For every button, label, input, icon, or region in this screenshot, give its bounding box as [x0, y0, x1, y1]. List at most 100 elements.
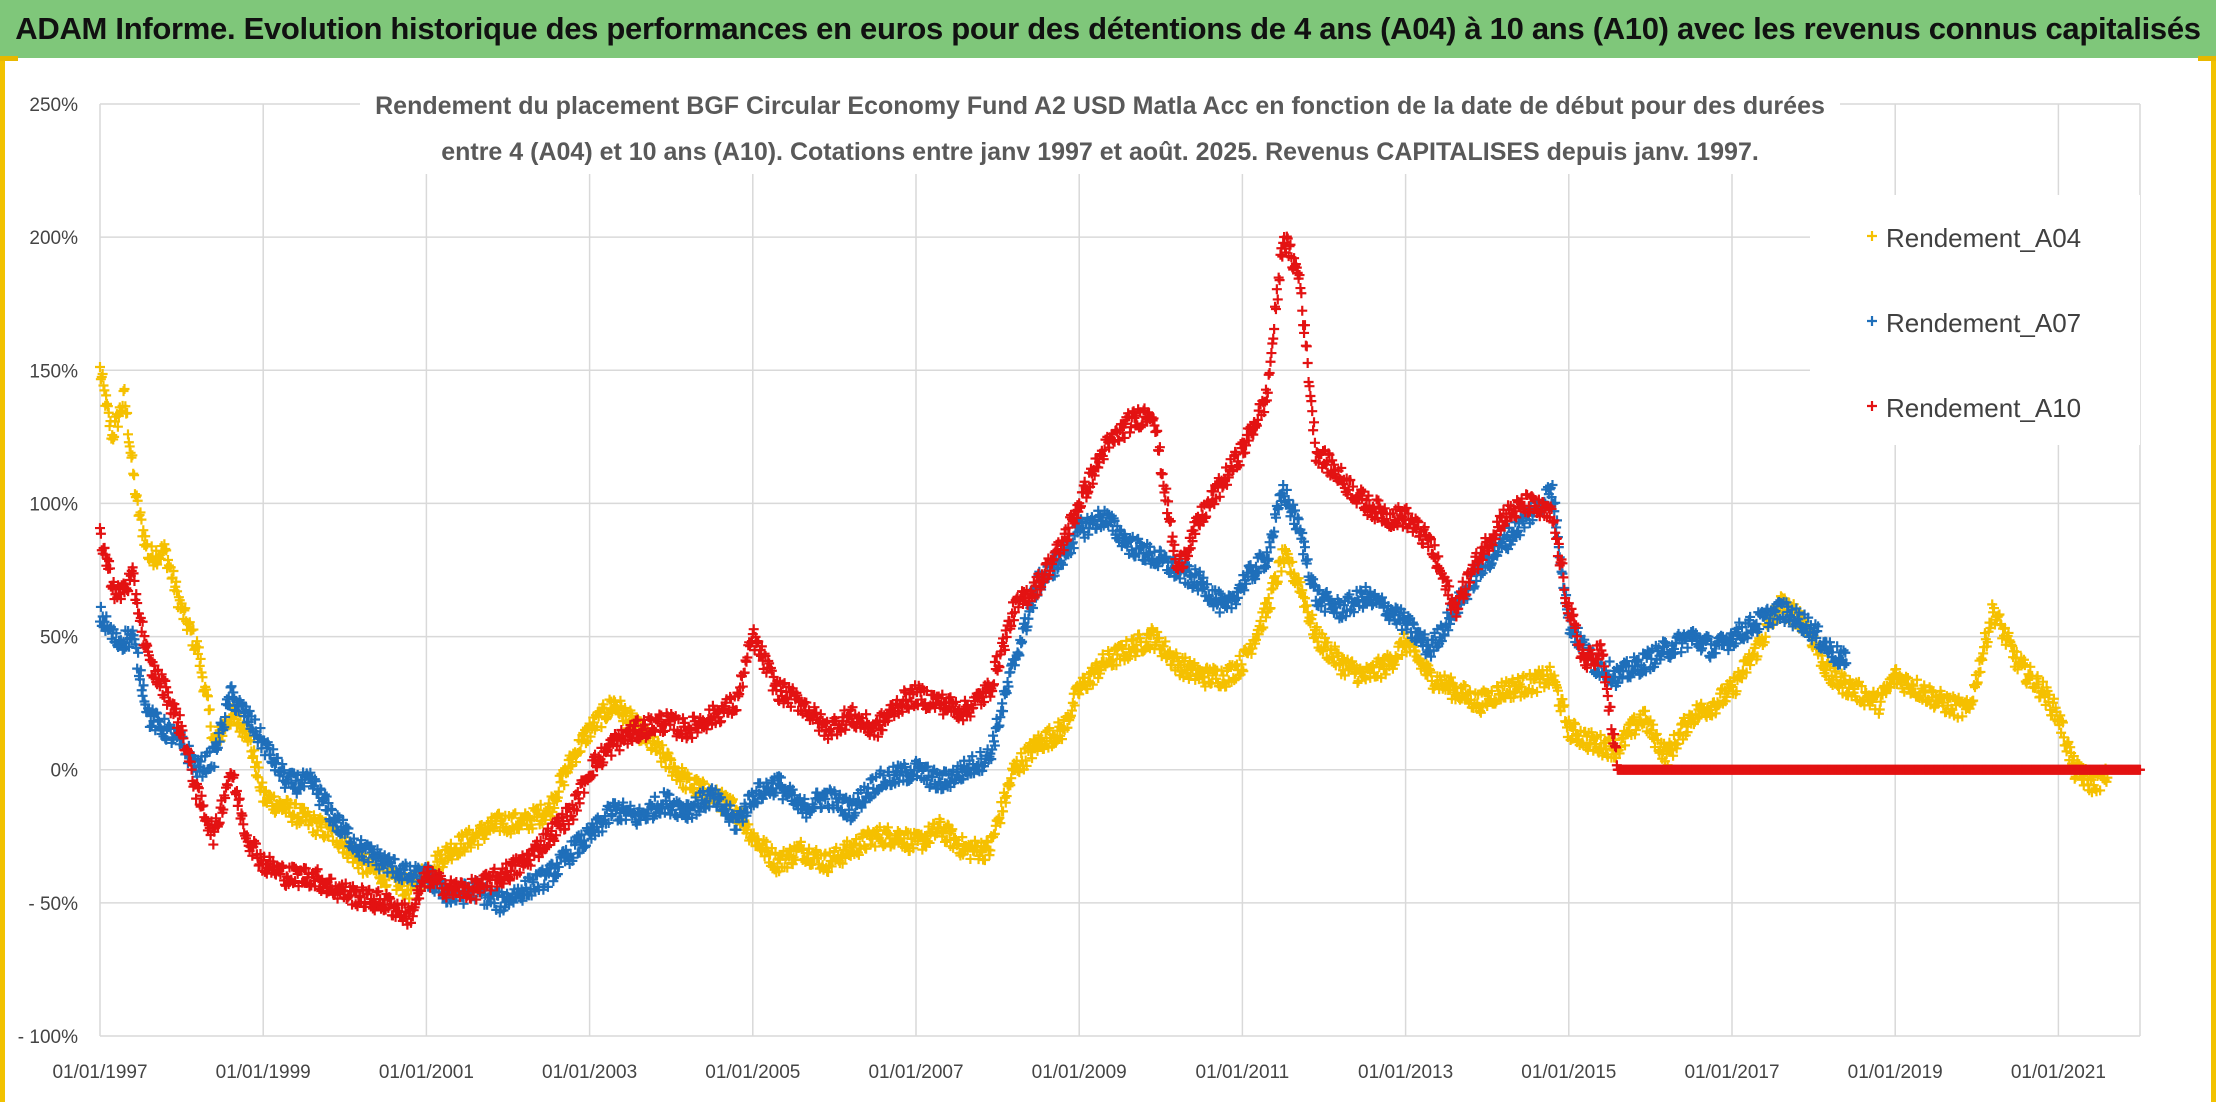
frame-corner-right — [2198, 56, 2216, 61]
data-point — [1027, 753, 1038, 764]
x-tick-label: 01/01/2003 — [542, 1062, 637, 1083]
data-point — [1153, 633, 1164, 644]
data-point — [226, 681, 237, 692]
y-tick-label: 0% — [51, 761, 79, 782]
data-point — [761, 836, 772, 847]
data-point — [1160, 636, 1171, 647]
data-point — [204, 704, 215, 715]
data-point — [142, 539, 153, 550]
data-point — [1044, 723, 1055, 734]
data-point — [193, 642, 204, 653]
data-point — [208, 839, 219, 850]
data-point — [831, 842, 842, 853]
data-point — [122, 407, 133, 418]
data-point — [691, 773, 702, 784]
x-tick-label: 01/01/2021 — [2011, 1062, 2106, 1083]
chart-frame — [0, 58, 2216, 1102]
data-point — [527, 823, 538, 834]
data-point — [618, 716, 629, 727]
x-tick-label: 01/01/2013 — [1358, 1062, 1453, 1083]
data-point — [95, 601, 106, 612]
data-point — [559, 780, 570, 791]
data-point — [865, 839, 876, 850]
chart-gridlines — [99, 103, 2141, 1037]
data-point — [549, 802, 560, 813]
data-point — [585, 731, 596, 742]
data-point — [103, 407, 114, 418]
data-point — [1056, 734, 1067, 745]
data-point — [663, 748, 674, 759]
data-point — [188, 624, 199, 635]
data-point — [1021, 760, 1032, 771]
data-point — [195, 653, 206, 664]
data-point — [252, 772, 263, 783]
data-point — [257, 777, 268, 788]
x-tick-label: 01/01/1997 — [52, 1062, 147, 1083]
data-point — [119, 384, 130, 395]
data-point — [357, 860, 368, 871]
data-point — [296, 816, 307, 827]
data-point — [953, 839, 964, 850]
data-point — [1238, 666, 1249, 677]
data-point — [192, 636, 203, 647]
data-point — [765, 849, 776, 860]
data-point — [109, 431, 120, 442]
data-point — [748, 624, 759, 635]
data-point — [979, 855, 990, 866]
data-point — [269, 791, 280, 802]
data-point — [1221, 681, 1232, 692]
data-point — [995, 818, 1006, 829]
data-point — [453, 850, 464, 861]
data-point — [132, 495, 143, 506]
data-point — [95, 361, 105, 372]
y-tick-label: 50% — [40, 628, 78, 649]
data-point — [535, 799, 546, 810]
data-point — [381, 880, 392, 891]
data-point — [249, 745, 260, 756]
data-marks — [95, 231, 2145, 930]
data-point — [168, 565, 179, 576]
data-point — [137, 690, 148, 701]
data-point — [580, 738, 591, 749]
data-point — [901, 826, 912, 837]
data-point — [1143, 641, 1154, 652]
data-point — [202, 691, 213, 702]
data-point — [473, 839, 484, 850]
x-tick-label: 01/01/2007 — [868, 1062, 963, 1083]
data-point — [553, 786, 564, 797]
x-tick-label: 01/01/2009 — [1032, 1062, 1127, 1083]
x-tick-label: 01/01/2019 — [1848, 1062, 1943, 1083]
data-point — [136, 514, 147, 525]
data-point — [1164, 646, 1175, 657]
y-tick-label: - 100% — [18, 1027, 78, 1048]
data-point — [975, 847, 986, 858]
data-point — [180, 603, 191, 614]
data-point — [323, 830, 334, 841]
data-point — [1051, 735, 1062, 746]
y-tick-label: 100% — [29, 494, 78, 515]
x-tick-label: 01/01/1999 — [216, 1062, 311, 1083]
data-point — [1069, 700, 1080, 711]
data-point — [596, 722, 607, 733]
data-point — [129, 470, 140, 481]
data-point — [445, 838, 456, 849]
data-point — [95, 528, 106, 539]
data-point — [1036, 733, 1047, 744]
y-tick-label: 250% — [29, 95, 78, 116]
data-point — [510, 808, 521, 819]
data-point — [197, 672, 208, 683]
data-point — [924, 837, 935, 848]
data-point — [1111, 660, 1122, 671]
data-point — [1074, 689, 1085, 700]
y-tick-label: 150% — [29, 361, 78, 382]
data-point — [579, 787, 590, 798]
data-point — [251, 757, 262, 768]
report-banner-title: ADAM Informe. Evolution historique des p… — [0, 0, 2216, 58]
data-point — [112, 421, 123, 432]
data-point — [1189, 658, 1200, 669]
data-point — [853, 849, 864, 860]
data-point — [562, 767, 573, 778]
data-point — [184, 617, 195, 628]
x-tick-label: 01/01/2015 — [1521, 1062, 1616, 1083]
